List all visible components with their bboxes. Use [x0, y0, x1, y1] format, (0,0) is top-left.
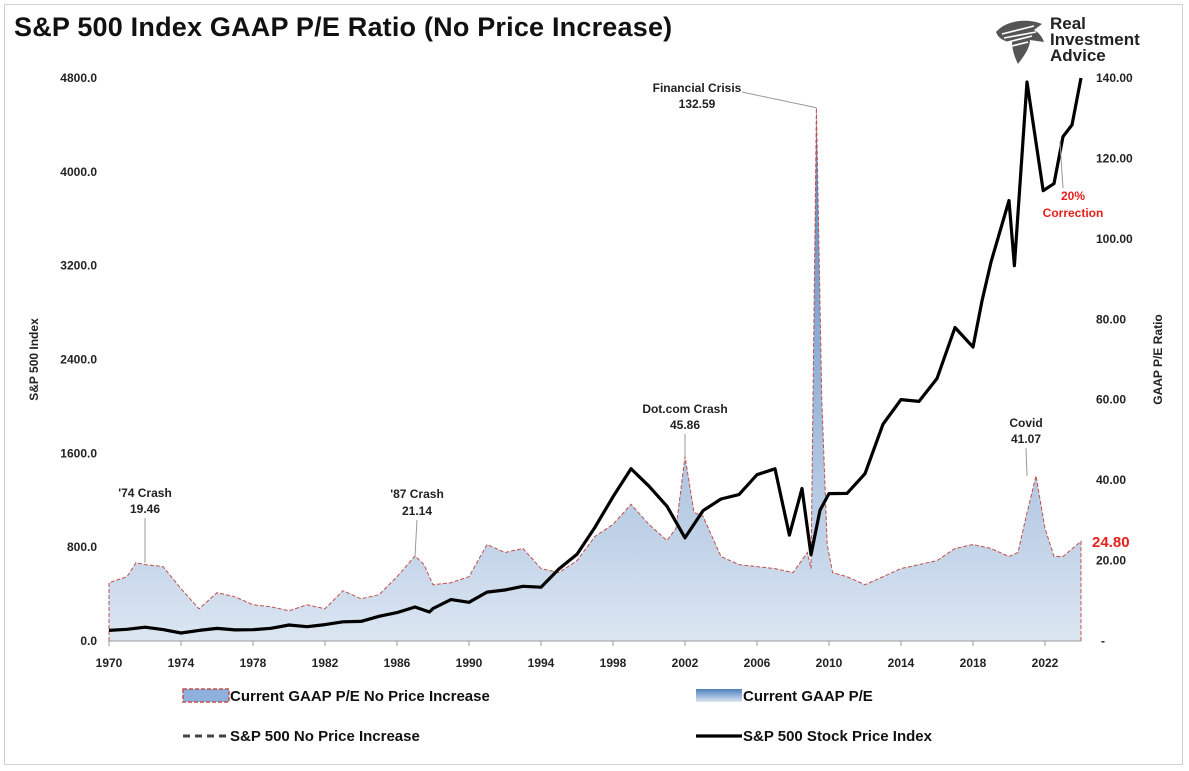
y-right-tick-label: -	[1101, 634, 1105, 648]
logo-line-2: Investment	[1050, 30, 1140, 49]
annotation-correction-label: 20%	[1061, 189, 1085, 203]
y-right-tick-label: 100.00	[1096, 232, 1133, 246]
x-tick-label: 1982	[312, 656, 339, 670]
eagle-head-icon	[996, 20, 1044, 65]
annotation-dotcom-value: 45.86	[670, 418, 700, 432]
y-right-tick-label: 60.00	[1096, 393, 1126, 407]
x-tick-label: 2022	[1032, 656, 1059, 670]
x-tick-label: 2018	[960, 656, 987, 670]
brand-logo-text: Real Investment Advice	[1050, 14, 1140, 65]
logo-line-1: Real	[1050, 14, 1086, 33]
y-left-tick-label: 3200.0	[60, 259, 97, 273]
pe-area-outline	[108, 107, 1082, 641]
y-right-tick-label: 80.00	[1096, 312, 1126, 326]
annotation-financial-crisis-value: 132.59	[679, 97, 716, 111]
x-tick-label: 2002	[672, 656, 699, 670]
pe-area-fill	[109, 107, 1081, 642]
annotation-financial-crisis-leader	[741, 91, 817, 109]
legend-swatch-pe	[696, 689, 742, 702]
legend-label-pe-no-price: Current GAAP P/E No Price Increase	[230, 688, 490, 705]
pe-area-series	[108, 107, 1082, 642]
legend: Current GAAP P/E No Price Increase Curren…	[182, 688, 933, 745]
y-left-tick-label: 1600.0	[60, 446, 97, 460]
annotation-correction-leader	[1059, 141, 1064, 189]
x-tick-label: 1990	[456, 656, 483, 670]
y-left-tick-label: 2400.0	[60, 353, 97, 367]
legend-label-spx-no-price: S&P 500 No Price Increase	[230, 728, 420, 745]
y-right-tick-label: 20.00	[1096, 554, 1126, 568]
y-left-axis-title: S&P 500 Index	[27, 318, 41, 401]
annotation-74-crash-value: 19.46	[130, 502, 160, 516]
annotation-dotcom-label: Dot.com Crash	[642, 402, 727, 416]
annotation-financial-crisis-label: Financial Crisis	[653, 81, 742, 95]
y-left-tick-label: 0.0	[80, 634, 97, 648]
legend-swatch-pe-no-price	[182, 688, 230, 703]
legend-label-spx: S&P 500 Stock Price Index	[743, 728, 933, 745]
annotation-74-crash-label: '74 Crash	[118, 486, 172, 500]
brand-logo: Real Investment Advice	[990, 14, 1160, 72]
annotation-87-crash-value: 21.14	[402, 504, 432, 518]
annotation-correction-value: Correction	[1043, 206, 1104, 220]
price-line-series	[108, 77, 1083, 635]
x-tick-label: 2010	[816, 656, 843, 670]
axes: 1970 1974 1978 1982 1986 1990 1994 1998 2002 2006…	[27, 71, 1165, 670]
y-left-tick-label: 4800.0	[60, 71, 97, 85]
logo-line-3: Advice	[1050, 46, 1106, 65]
annotations: '74 Crash 19.46 '87 Crash 21.14 Dot.com Cras…	[118, 81, 1130, 563]
y-right-tick-label: 140.00	[1096, 71, 1133, 85]
y-left-tick-label: 4000.0	[60, 165, 97, 179]
legend-label-pe: Current GAAP P/E	[743, 688, 873, 705]
y-left-tick-label: 800.0	[67, 540, 97, 554]
x-tick-label: 1986	[384, 656, 411, 670]
x-tick-label: 2006	[744, 656, 771, 670]
chart-title: S&P 500 Index GAAP P/E Ratio (No Price I…	[14, 12, 673, 42]
annotation-covid-label: Covid	[1009, 416, 1042, 430]
x-tick-label: 1978	[240, 656, 267, 670]
y-right-tick-label: 40.00	[1096, 473, 1126, 487]
x-tick-label: 1974	[168, 656, 195, 670]
x-tick-label: 1994	[528, 656, 555, 670]
annotation-covid-value: 41.07	[1011, 432, 1041, 446]
y-right-tick-label: 120.00	[1096, 151, 1133, 165]
last-pe-value-label: 24.80	[1092, 534, 1130, 551]
annotation-covid-leader	[1025, 447, 1028, 476]
x-tick-label: 1998	[600, 656, 627, 670]
annotation-87-crash-label: '87 Crash	[390, 487, 444, 501]
y-right-axis-title: GAAP P/E Ratio	[1151, 314, 1165, 404]
annotation-87-crash-leader	[414, 519, 418, 557]
price-line	[108, 77, 1083, 635]
chart-frame	[4, 4, 1183, 765]
x-tick-label: 1970	[96, 656, 123, 670]
x-tick-label: 2014	[888, 656, 915, 670]
